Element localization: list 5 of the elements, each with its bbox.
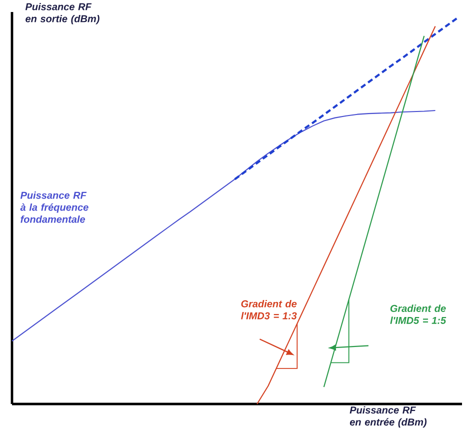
- text: Gradient de l'IMD5 = 1:5: [390, 304, 446, 324]
- text: Puissance RF à la fréquence fondamentale: [20, 191, 88, 223]
- x-axis-title: Puissance RF en entrée (dBm): [350, 406, 427, 428]
- y-axis-title: Puissance RF en sortie (dBm): [25, 2, 100, 24]
- series-label: Gradient de l'IMD3 = 1:3: [241, 300, 297, 320]
